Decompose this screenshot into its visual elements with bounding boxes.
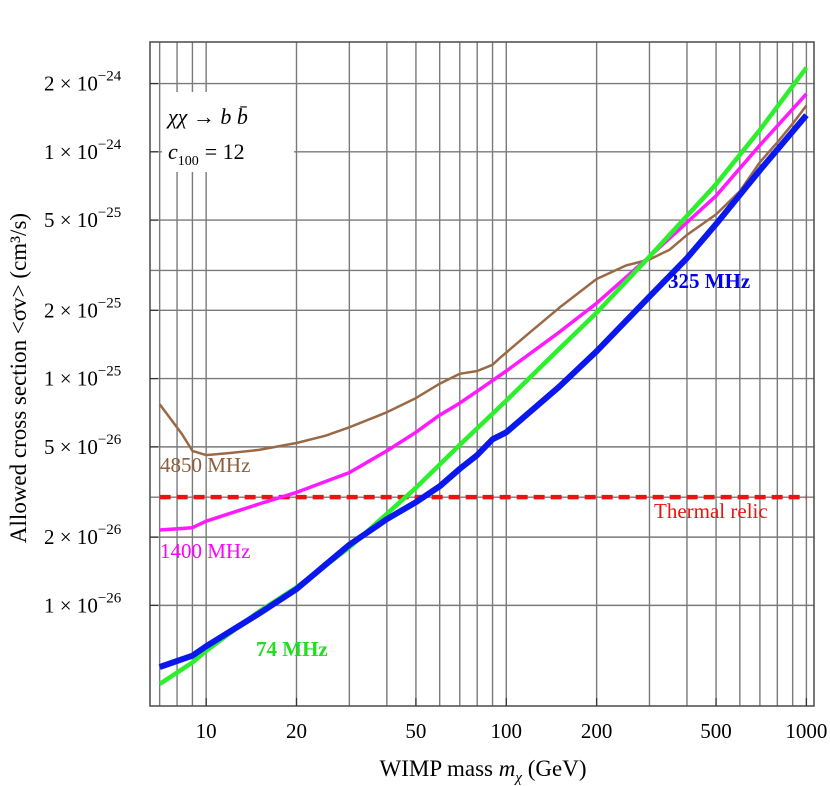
x-axis-title-unit: (GeV) (522, 756, 587, 781)
y-tick-mantissa: 5 × 10 (44, 435, 98, 459)
y-tick-exponent: −25 (98, 364, 121, 380)
annotation-param-subscript: 100 (178, 154, 199, 169)
y-tick-exponent: −26 (98, 522, 122, 538)
y-tick-label: 2 × 10−25 (44, 295, 121, 322)
y-tick-label: 5 × 10−26 (44, 432, 122, 459)
label-thermal-relic: Thermal relic (654, 499, 768, 523)
x-tick-label: 10 (196, 719, 217, 743)
label-4850: 4850 MHz (160, 453, 250, 477)
series-line-325-mhz (158, 113, 809, 670)
y-tick-mantissa: 2 × 10 (44, 525, 98, 549)
label-1400: 1400 MHz (160, 539, 250, 563)
plot-frame (149, 41, 815, 707)
y-tick-label: 1 × 10−26 (44, 590, 122, 617)
x-tick-label: 500 (700, 719, 732, 743)
y-tick-exponent: −26 (98, 590, 122, 606)
x-axis-title: WIMP mass mχ (GeV) (380, 756, 587, 786)
y-tick-mantissa: 5 × 10 (44, 208, 98, 232)
y-tick-label: 2 × 10−26 (44, 522, 122, 549)
annotation-param: c100 = 12 (168, 139, 245, 169)
x-tick-label: 1000 (785, 719, 827, 743)
label-74: 74 MHz (256, 637, 328, 661)
series-layer (158, 66, 809, 686)
y-tick-exponent: −25 (98, 295, 121, 311)
y-tick-exponent: −24 (98, 69, 122, 85)
series-line-4850-mhz (158, 104, 808, 457)
x-tick-label: 20 (286, 719, 307, 743)
annotation-channel: χχ → b b̄ (166, 104, 248, 129)
y-tick-exponent: −25 (98, 205, 121, 221)
y-axis-title: Allowed cross section <σv> (cm³/s) (6, 213, 31, 543)
y-tick-label: 1 × 10−24 (44, 137, 122, 164)
annotation-param-value: = 12 (205, 139, 245, 164)
x-axis-title-subscript: χ (513, 770, 522, 786)
y-tick-mantissa: 1 × 10 (44, 367, 98, 391)
y-tick-label: 5 × 10−25 (44, 205, 121, 232)
grid (150, 42, 814, 706)
y-tick-mantissa: 1 × 10 (44, 140, 98, 164)
y-tick-exponent: −26 (98, 432, 122, 448)
annotation-box: χχ → b b̄ c100 = 12 (162, 92, 294, 172)
y-tick-mantissa: 2 × 10 (44, 298, 98, 322)
label-325: 325 MHz (668, 269, 750, 293)
annotation-param-symbol: c (168, 139, 178, 164)
y-tick-label: 2 × 10−24 (44, 69, 122, 96)
annotation-background (162, 92, 294, 172)
x-axis-title-symbol: m (499, 756, 516, 781)
x-tick-label: 100 (491, 719, 523, 743)
y-tick-label: 1 × 10−25 (44, 364, 121, 391)
x-axis-title-text: WIMP mass (380, 756, 499, 781)
x-tick-label: 50 (405, 719, 426, 743)
y-tick-mantissa: 2 × 10 (44, 72, 98, 96)
y-tick-mantissa: 1 × 10 (44, 593, 98, 617)
x-tick-label: 200 (581, 719, 613, 743)
y-tick-exponent: −24 (98, 137, 122, 153)
